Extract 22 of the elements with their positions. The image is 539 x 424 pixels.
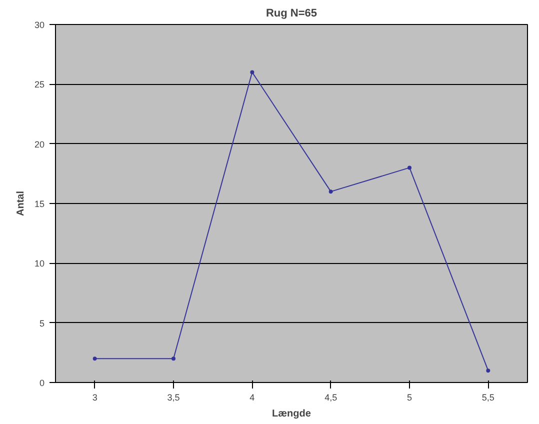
y-tick-label: 30: [34, 20, 45, 30]
x-tick-label: 4,5: [324, 392, 338, 402]
point: [408, 166, 412, 170]
y-axis-title: Antal: [15, 190, 26, 216]
point: [92, 356, 97, 361]
point: [172, 356, 176, 361]
point: [328, 190, 333, 194]
y-tick-label: 5: [39, 318, 45, 328]
x-tick-label: 5: [406, 392, 412, 402]
x-axis-title: Længde: [272, 408, 312, 420]
point: [486, 368, 490, 373]
y-tick-label: 0: [39, 378, 45, 388]
chart-title: Rug N=65: [266, 8, 318, 20]
x-tick-label: 3,5: [167, 392, 180, 402]
x-tick-label: 4: [250, 392, 255, 402]
y-tick-label: 25: [34, 80, 45, 90]
y-tick-label: 20: [34, 139, 45, 150]
x-tick-label: 5,5: [482, 392, 494, 402]
y-tick-label: 15: [34, 199, 45, 209]
x-tick-label: 3: [92, 392, 98, 402]
point: [250, 70, 254, 74]
y-tick-label: 10: [34, 258, 45, 269]
